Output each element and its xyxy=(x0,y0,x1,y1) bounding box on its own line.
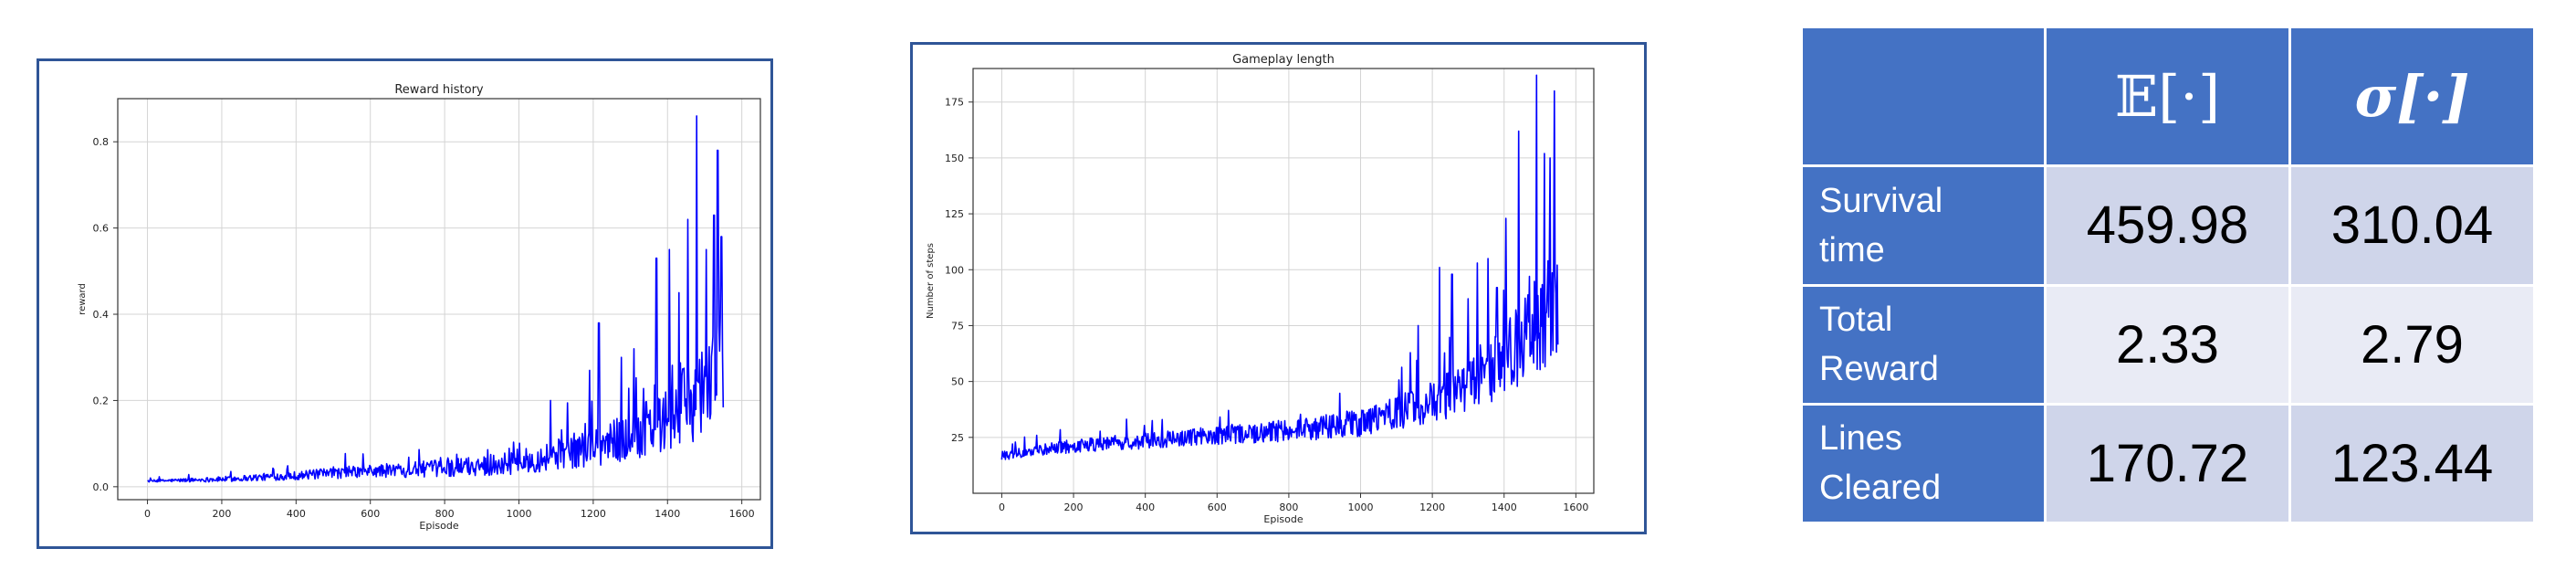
series-line xyxy=(147,115,725,483)
table-row: Total Reward 2.33 2.79 xyxy=(1800,283,2536,406)
x-axis-label: Episode xyxy=(419,520,458,532)
mean-value: 2.33 xyxy=(2044,283,2291,406)
y-tick-label: 0.4 xyxy=(93,309,110,321)
x-tick-label: 1600 xyxy=(729,508,755,520)
row-label: Total Reward xyxy=(1800,283,2047,406)
row-label-line1: Lines xyxy=(1819,419,1902,459)
y-tick-label: 0.2 xyxy=(93,395,110,406)
x-tick-label: 600 xyxy=(1208,501,1227,513)
std-value: 2.79 xyxy=(2288,283,2536,406)
row-label: Lines Cleared xyxy=(1800,402,2047,525)
row-label: Survival time xyxy=(1800,164,2047,287)
x-tick-label: 1000 xyxy=(1348,501,1374,513)
x-tick-label: 1200 xyxy=(581,508,606,520)
x-tick-label: 200 xyxy=(1064,501,1084,513)
y-tick-label: 0.6 xyxy=(93,223,110,235)
x-axis-label: Episode xyxy=(1263,513,1303,525)
statistics-table: 𝔼[·] σ[·] Survival time 459.98 310.04 Tot… xyxy=(1800,25,2536,525)
y-tick-label: 150 xyxy=(945,153,964,164)
x-tick-label: 400 xyxy=(287,508,306,520)
x-tick-label: 1600 xyxy=(1563,501,1588,513)
x-tick-label: 600 xyxy=(361,508,380,520)
x-tick-label: 1400 xyxy=(1492,501,1517,513)
header-empty-cell xyxy=(1800,25,2047,168)
row-label-line2: Reward xyxy=(1819,350,1939,389)
header-std-dev: σ[·] xyxy=(2288,25,2536,168)
x-tick-label: 0 xyxy=(999,501,1005,513)
row-label-line1: Survival xyxy=(1819,181,1943,220)
y-axis-label: reward xyxy=(78,283,88,315)
reward-history-chart: 0 200 400 600 800 1000 1200 1400 1600 0.0 0.2 0.4 0.… xyxy=(78,83,761,532)
std-value: 310.04 xyxy=(2288,164,2536,287)
x-tick-label: 1000 xyxy=(506,508,531,520)
x-tick-label: 0 xyxy=(144,508,151,520)
y-tick-label: 50 xyxy=(951,376,964,388)
x-tick-label: 200 xyxy=(212,508,231,520)
x-tick-label: 400 xyxy=(1136,501,1155,513)
mean-value: 170.72 xyxy=(2044,402,2291,525)
table-row: Lines Cleared 170.72 123.44 xyxy=(1800,402,2536,525)
x-tick-label: 1400 xyxy=(654,508,680,520)
plot-frame xyxy=(117,98,761,501)
y-tick-label: 175 xyxy=(945,97,964,109)
plot-frame xyxy=(972,68,1595,494)
x-tick-label: 800 xyxy=(435,508,455,520)
y-tick-label: 25 xyxy=(951,432,964,444)
chart-title: Reward history xyxy=(394,83,484,97)
y-axis-label: Number of steps xyxy=(926,243,936,319)
x-tick-label: 800 xyxy=(1279,501,1298,513)
std-value: 123.44 xyxy=(2288,402,2536,525)
reward-history-panel: 0 200 400 600 800 1000 1200 1400 1600 0.0 0.2 0.4 0.… xyxy=(37,58,773,549)
chart-title: Gameplay length xyxy=(1232,53,1335,67)
row-label-line2: time xyxy=(1819,230,1885,269)
table-header-row: 𝔼[·] σ[·] xyxy=(1800,25,2536,168)
header-expectation: 𝔼[·] xyxy=(2044,25,2291,168)
y-tick-label: 125 xyxy=(945,208,964,220)
row-label-line1: Total xyxy=(1819,301,1893,340)
gameplay-length-chart: 0 200 400 600 800 1000 1200 1400 1600 25 50 75 100 12… xyxy=(926,53,1595,525)
mean-value: 459.98 xyxy=(2044,164,2291,287)
table-row: Survival time 459.98 310.04 xyxy=(1800,164,2536,287)
y-tick-label: 0.8 xyxy=(93,136,110,148)
series-line xyxy=(1000,74,1559,460)
row-label-line2: Cleared xyxy=(1819,469,1942,508)
x-tick-label: 1200 xyxy=(1419,501,1445,513)
y-tick-label: 0.0 xyxy=(93,481,110,493)
gameplay-length-panel: 0 200 400 600 800 1000 1200 1400 1600 25 50 75 100 12… xyxy=(910,42,1647,534)
y-tick-label: 100 xyxy=(945,264,964,276)
y-tick-label: 75 xyxy=(951,320,964,332)
